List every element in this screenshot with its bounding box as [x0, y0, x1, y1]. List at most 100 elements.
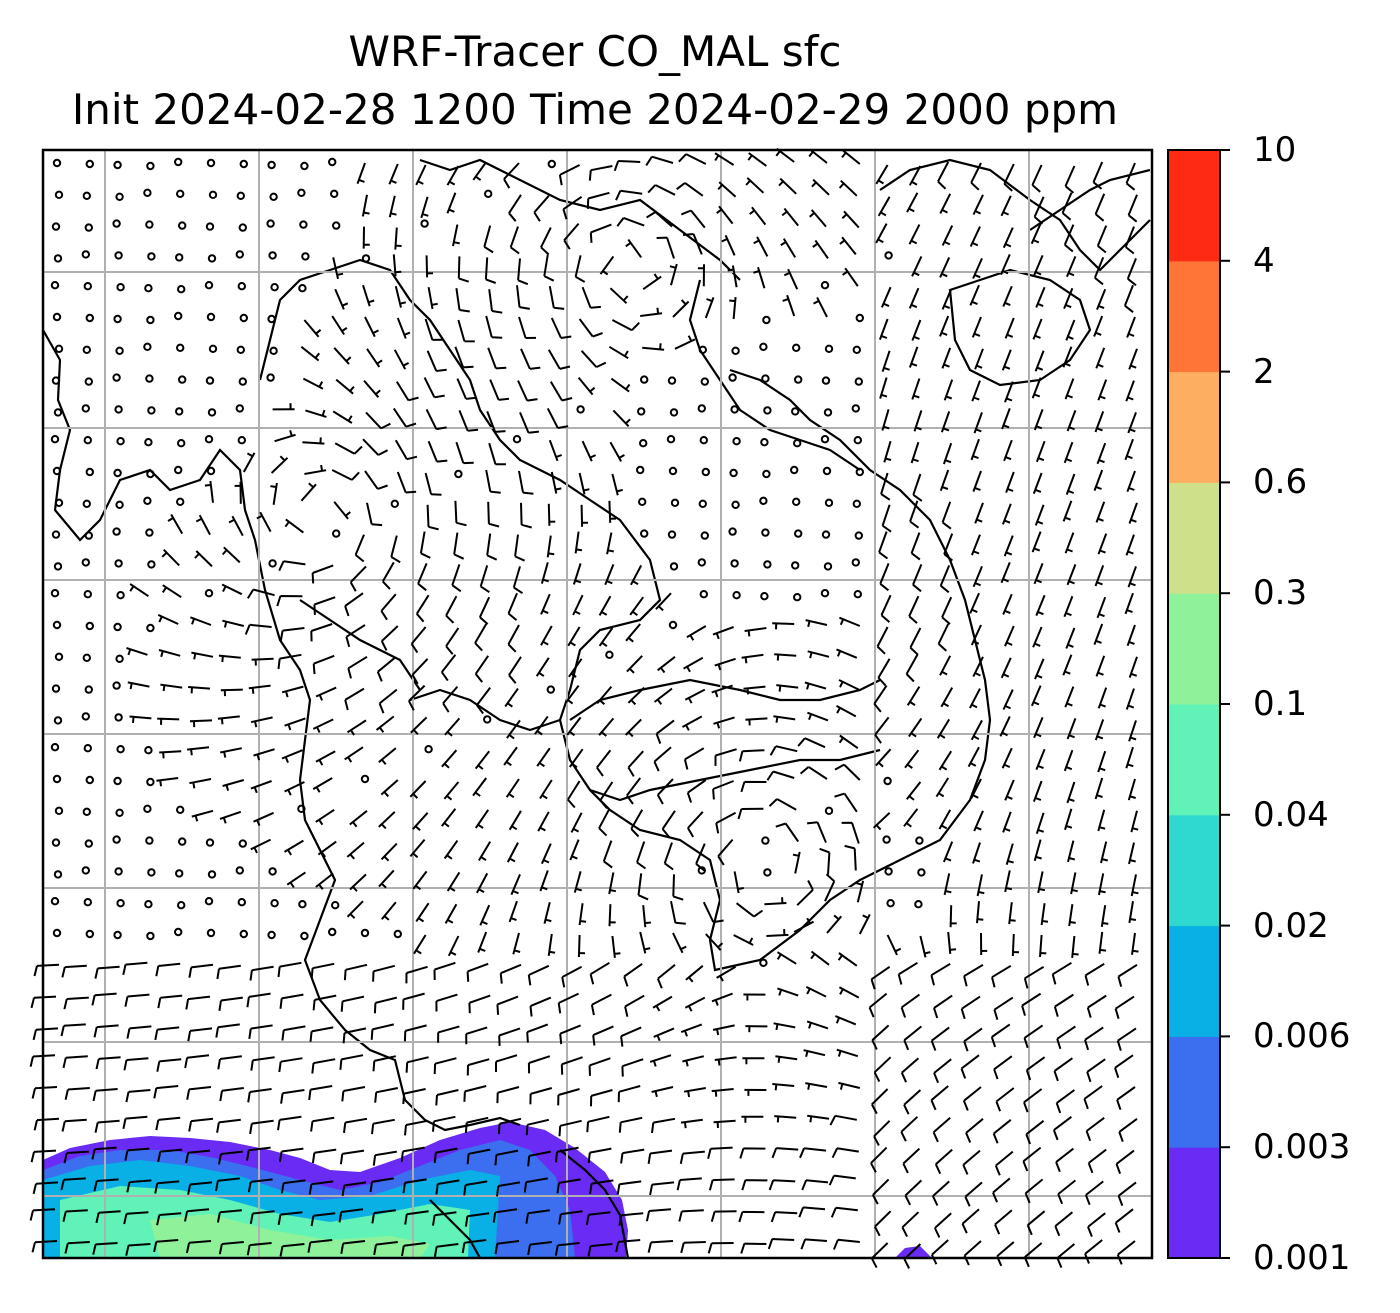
wind-barb [124, 1147, 150, 1161]
colorbar-segment [1168, 1147, 1220, 1259]
wind-barb [714, 1056, 737, 1066]
wind-barb [455, 288, 470, 313]
wind-barb [310, 962, 335, 979]
wind-barb [250, 1056, 275, 1071]
calm-wind-marker [759, 958, 768, 967]
wind-barb [250, 716, 273, 728]
wind-barb [479, 565, 490, 594]
colorbar-segment [1168, 371, 1220, 483]
wind-barb [733, 871, 744, 894]
wind-barb [498, 1027, 521, 1046]
wind-barb [153, 1239, 179, 1253]
wind-barb [1025, 1056, 1046, 1081]
wind-barb [745, 177, 765, 194]
calm-wind-marker [204, 897, 214, 906]
wind-barb [969, 688, 981, 709]
calm-wind-marker [267, 930, 276, 940]
wind-barb [881, 504, 892, 533]
wind-barb [122, 1115, 148, 1130]
wind-barb [464, 1212, 490, 1227]
wind-barb [126, 1179, 152, 1193]
wind-barb [970, 162, 982, 191]
wind-barb [589, 1179, 614, 1195]
wind-barb [1031, 531, 1042, 553]
wind-barb [380, 842, 398, 862]
wind-barb [676, 1177, 702, 1191]
wind-barb [311, 1058, 336, 1074]
wind-barb [442, 685, 459, 713]
wind-barb [155, 962, 181, 977]
calm-wind-marker [760, 438, 769, 447]
wind-barb [559, 1024, 581, 1045]
wind-barb [642, 905, 651, 928]
wind-barb [1021, 992, 1042, 1016]
wind-barb [1056, 1025, 1076, 1050]
wind-barb [221, 583, 243, 596]
wind-barb [554, 1242, 580, 1256]
wind-barb [332, 257, 344, 280]
calm-wind-marker [176, 189, 185, 199]
calm-wind-marker [332, 221, 341, 230]
wind-barb [547, 349, 571, 370]
wind-barb [161, 584, 182, 599]
calm-wind-marker [113, 622, 122, 632]
wind-barb [645, 155, 674, 166]
wind-barb [1034, 504, 1045, 526]
wind-barb [222, 779, 245, 791]
wind-barb [251, 657, 274, 666]
wind-barb [527, 1241, 552, 1256]
wind-barb [611, 473, 623, 496]
wind-barb [1065, 256, 1077, 278]
wind-barb [494, 1240, 520, 1255]
wind-barb [279, 1243, 305, 1257]
wind-barb [960, 995, 981, 1020]
calm-wind-marker [85, 621, 95, 631]
wind-barb [1035, 812, 1045, 835]
colorbar [1167, 149, 1230, 1259]
wind-barb [590, 1089, 613, 1107]
wind-barb [1051, 961, 1072, 985]
wind-barb [365, 411, 391, 430]
wind-barb [1118, 1117, 1138, 1143]
wind-barb [741, 1115, 764, 1123]
wind-barb [403, 1024, 427, 1042]
wind-barb [380, 625, 399, 651]
calm-wind-marker [791, 407, 800, 416]
calm-wind-marker [81, 250, 91, 259]
wind-barb [824, 873, 836, 902]
calm-wind-marker [270, 899, 279, 908]
wind-barb [349, 873, 367, 892]
wind-barb [1097, 873, 1106, 896]
wind-barb [828, 1174, 856, 1186]
wind-barb [1127, 194, 1138, 223]
wind-barb [247, 1178, 273, 1193]
wind-barb [832, 1238, 860, 1250]
wind-barb [655, 592, 672, 612]
wind-barb [653, 687, 673, 705]
wind-barb [492, 1208, 518, 1223]
calm-wind-marker [791, 561, 800, 570]
wind-barb [624, 994, 645, 1017]
wind-barb [315, 872, 334, 890]
calm-wind-marker [83, 282, 93, 291]
wind-barb [411, 658, 429, 685]
calm-wind-marker [700, 531, 709, 540]
wind-barb [941, 501, 952, 530]
wind-barb [1034, 658, 1045, 680]
wind-barb [809, 209, 827, 228]
wind-barb [341, 1181, 367, 1196]
wind-barb [834, 763, 861, 781]
wind-barb [472, 777, 487, 797]
calm-wind-marker [83, 744, 93, 753]
wind-barb [356, 162, 366, 185]
calm-wind-marker [146, 469, 155, 479]
wind-barb [902, 1147, 921, 1174]
wind-barb [302, 377, 324, 390]
wind-barb [510, 874, 521, 896]
wind-barb [873, 1120, 891, 1146]
wind-barb [1026, 1210, 1046, 1236]
wind-barb [539, 779, 553, 800]
calm-wind-marker [81, 404, 91, 413]
wind-barb [578, 903, 587, 926]
wind-barb [447, 935, 460, 957]
